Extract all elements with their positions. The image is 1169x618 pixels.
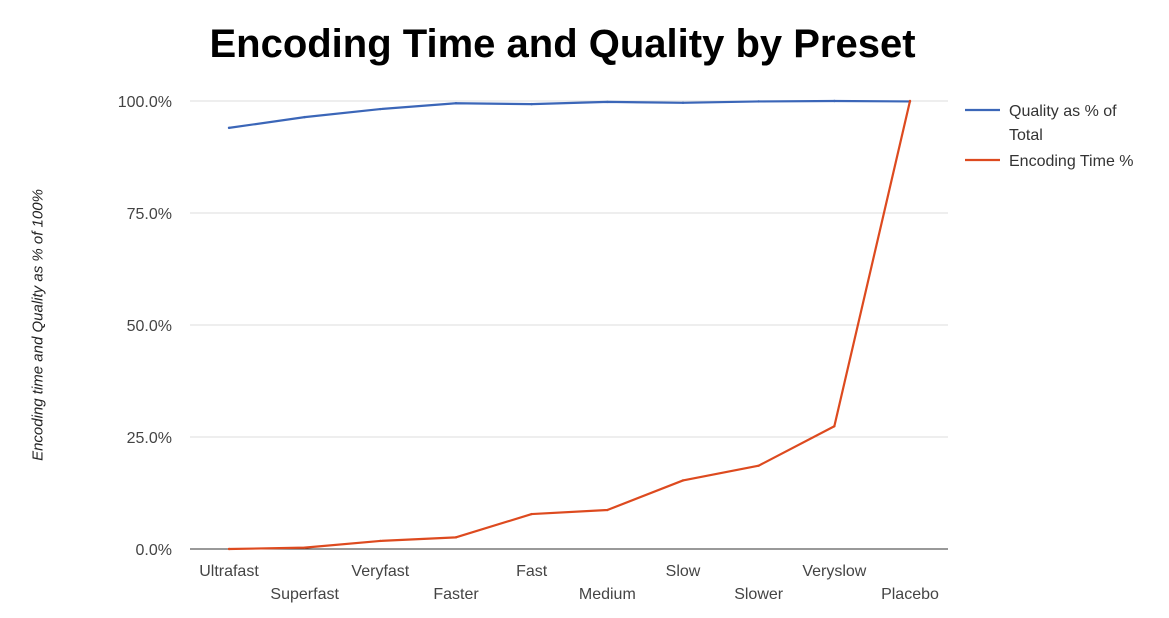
- x-tick-label: Veryfast: [351, 563, 409, 580]
- legend: Quality as % of Total Encoding Time %: [965, 103, 1134, 170]
- y-tick-label: 0.0%: [136, 542, 172, 559]
- chart-title: Encoding Time and Quality by Preset: [209, 22, 916, 66]
- legend-label: Quality as % of: [1009, 103, 1117, 120]
- y-tick-label: 75.0%: [127, 206, 172, 223]
- x-tick-label: Superfast: [270, 586, 339, 603]
- x-tick-label: Veryslow: [802, 563, 866, 580]
- data-point: [379, 107, 382, 111]
- data-point: [606, 100, 609, 104]
- y-tick-label: 50.0%: [127, 318, 172, 335]
- legend-label: Total: [1009, 127, 1043, 144]
- y-tick-labels: 0.0% 25.0% 50.0% 75.0% 100.0%: [118, 94, 172, 559]
- data-point: [379, 539, 382, 543]
- data-point: [833, 425, 836, 428]
- data-point: [681, 101, 685, 104]
- x-tick-label: Ultrafast: [199, 563, 259, 580]
- x-tick-label: Fast: [516, 563, 548, 580]
- data-point: [303, 115, 306, 119]
- series-lines: [227, 99, 912, 551]
- data-point: [454, 536, 458, 539]
- data-point: [757, 464, 760, 467]
- series-line-1: [228, 99, 911, 129]
- x-tick-labels: Ultrafast Superfast Veryfast Faster Fast Medi…: [199, 563, 939, 603]
- data-point: [530, 102, 533, 106]
- gridlines: [190, 100, 948, 550]
- data-point: [227, 126, 231, 130]
- y-tick-label: 25.0%: [127, 430, 172, 447]
- x-tick-label: Medium: [579, 586, 636, 603]
- x-tick-label: Faster: [433, 586, 479, 603]
- data-point: [833, 99, 836, 103]
- data-point: [303, 546, 306, 549]
- data-point: [454, 102, 458, 105]
- data-point: [606, 508, 609, 512]
- data-point: [908, 99, 912, 103]
- data-point: [227, 547, 231, 551]
- legend-label: Encoding Time %: [1009, 153, 1134, 170]
- data-point: [681, 479, 685, 482]
- x-tick-label: Placebo: [881, 586, 939, 603]
- series-line-2: [228, 100, 912, 551]
- y-tick-label: 100.0%: [118, 94, 172, 111]
- x-tick-label: Slow: [666, 563, 701, 580]
- x-tick-label: Slower: [734, 586, 784, 603]
- data-point: [530, 512, 533, 516]
- data-point: [757, 100, 760, 103]
